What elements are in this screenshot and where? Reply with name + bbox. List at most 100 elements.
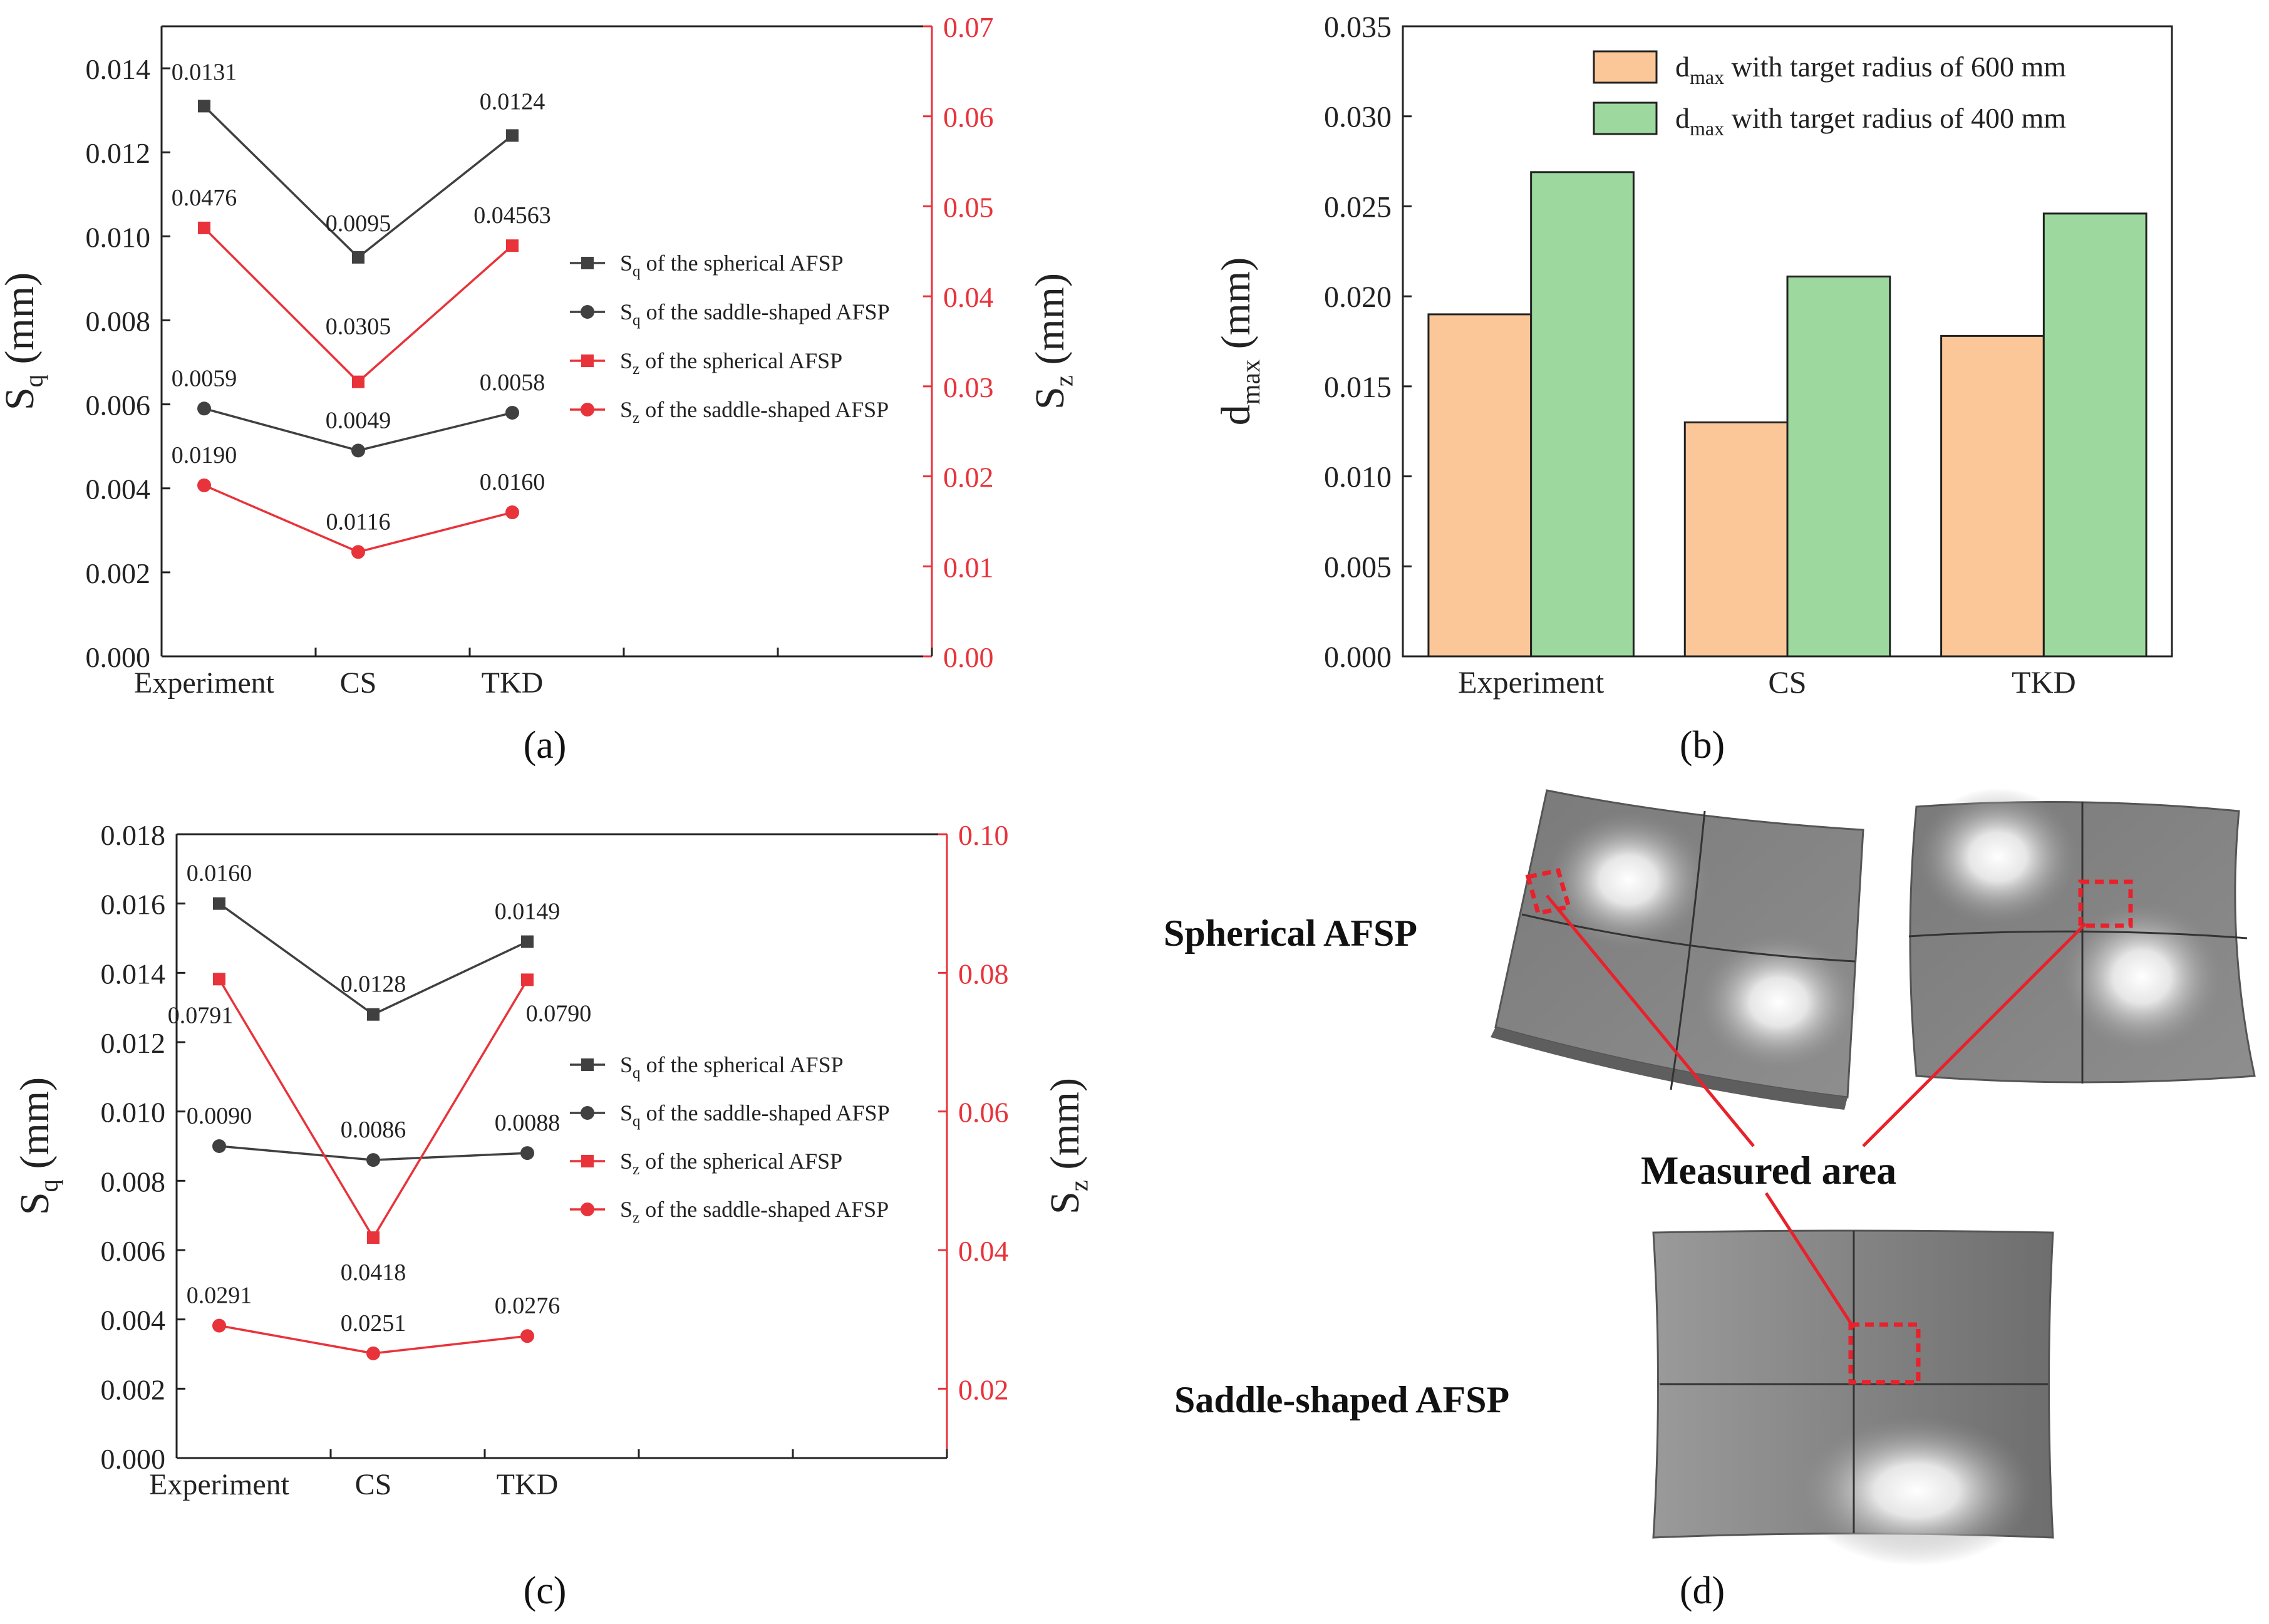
y-left-tick-label: 0.006 — [101, 1235, 166, 1267]
x-tick-label: TKD — [2012, 665, 2076, 700]
data-label: 0.0291 — [187, 1283, 252, 1309]
legend-entry: Sz of the saddle-shaped AFSP — [620, 1197, 889, 1226]
x-tick-label: Experiment — [1458, 665, 1604, 700]
series-2-point — [521, 973, 534, 986]
data-label: 0.0305 — [326, 314, 391, 340]
y-right-tick-label: 0.07 — [943, 11, 994, 43]
spherical-plate-view-2 — [1908, 788, 2256, 1084]
bar-0-2 — [1940, 334, 2045, 658]
y-left-tick-label: 0.004 — [101, 1305, 166, 1337]
data-label: 0.04563 — [473, 202, 551, 229]
series-1-point — [197, 401, 211, 416]
x-tick-label: CS — [340, 666, 377, 700]
measured-area-box-spherical-2 — [2078, 879, 2133, 928]
data-label: 0.0476 — [172, 185, 237, 211]
data-label: 0.0276 — [495, 1293, 561, 1319]
series-3-point — [351, 545, 365, 559]
data-label: 0.0049 — [326, 407, 391, 433]
measured-area-markers — [1525, 867, 2133, 1385]
legend-marker — [581, 403, 594, 416]
data-label: 0.0116 — [326, 509, 390, 535]
y-right-tick-label: 0.04 — [943, 281, 994, 313]
legend-marker — [581, 1155, 594, 1167]
x-tick-label: CS — [1768, 665, 1806, 700]
y-left-tick-label: 0.008 — [86, 305, 151, 337]
series-3-point — [366, 1346, 380, 1360]
series-0-point — [198, 100, 210, 113]
legend-entry: Sz of the spherical AFSP — [620, 1149, 842, 1178]
y-axis-title: dmax (mm) — [1213, 257, 1266, 425]
y-axis-left-title: Sq (mm) — [12, 1077, 63, 1215]
y-left-tick-label: 0.006 — [86, 390, 151, 422]
series-0-point — [521, 935, 534, 948]
series-2-point — [367, 1231, 380, 1244]
bar-1-0 — [1530, 171, 1635, 658]
bar-0-1 — [1683, 421, 1789, 658]
y-left-tick-label: 0.010 — [86, 221, 151, 253]
y-left-tick-label: 0.016 — [101, 889, 166, 921]
y-right-tick-label: 0.04 — [958, 1235, 1009, 1267]
caption-c: (c) — [524, 1570, 567, 1612]
data-label: 0.0149 — [495, 899, 561, 925]
y-left-tick-label: 0.002 — [86, 557, 151, 589]
bar-1-1 — [1786, 276, 1891, 658]
y-left-tick-label: 0.014 — [101, 958, 166, 990]
y-right-tick-label: 0.01 — [943, 551, 994, 583]
legend-marker — [581, 257, 594, 269]
caption-b: (b) — [1680, 724, 1725, 767]
y-right-tick-label: 0.00 — [943, 641, 994, 673]
y-left-tick-label: 0.008 — [101, 1166, 166, 1197]
data-label: 0.0128 — [341, 971, 406, 998]
y-left-tick-label: 0.000 — [101, 1443, 166, 1475]
data-label: 0.0058 — [480, 370, 545, 396]
legend-marker — [581, 1106, 594, 1120]
chart-b: 0.000 0.005 0.010 0.015 0.020 0.025 0.030 0.035… — [1213, 11, 2173, 700]
data-label: 0.0791 — [168, 1002, 234, 1028]
series-2-point — [213, 973, 225, 986]
y-right-tick-label: 0.02 — [958, 1373, 1009, 1405]
series-1-point — [212, 1139, 226, 1153]
legend-entry: dmax with target radius of 600 mm — [1675, 51, 2066, 88]
legend-entry: Sz of the saddle-shaped AFSP — [620, 397, 889, 427]
series-0-point — [352, 251, 364, 264]
caption-d: (d) — [1680, 1570, 1725, 1612]
legend-swatch — [1593, 50, 1658, 84]
y-left-tick-label: 0.012 — [86, 137, 151, 169]
y-left-tick-label: 0.004 — [86, 473, 151, 505]
bar-0-0 — [1427, 313, 1532, 658]
y-left-tick-label: 0.000 — [86, 641, 151, 673]
y-right-tick-label: 0.06 — [943, 101, 994, 133]
data-label: 0.0190 — [172, 442, 237, 468]
series-1-point — [505, 406, 519, 420]
y-right-tick-label: 0.02 — [943, 462, 994, 494]
series-2-point — [198, 221, 210, 234]
data-label: 0.0124 — [480, 88, 545, 115]
data-label: 0.0790 — [526, 1000, 592, 1027]
series-1-point — [520, 1146, 534, 1161]
data-label: 0.0160 — [480, 469, 545, 495]
legend-entry: Sz of the spherical AFSP — [620, 348, 842, 378]
data-label: 0.0059 — [172, 365, 237, 391]
panel-d-illustration: Spherical AFSP Measured area Saddle-shap… — [1164, 788, 2256, 1566]
y-left-tick-label: 0.014 — [86, 53, 151, 85]
legend-entry: Sq of the spherical AFSP — [620, 1052, 844, 1082]
data-label: 0.0090 — [187, 1103, 252, 1129]
series-0-point — [367, 1008, 380, 1021]
legend-entry: Sq of the saddle-shaped AFSP — [620, 299, 890, 329]
data-label: 0.0131 — [172, 59, 237, 85]
y-right-tick-label: 0.10 — [958, 819, 1009, 851]
data-label: 0.0418 — [341, 1259, 406, 1286]
y-axis-right-title: Sz (mm) — [1027, 273, 1078, 410]
y-left-tick-label: 0.010 — [101, 1097, 166, 1129]
x-tick-label: TKD — [482, 666, 544, 700]
data-label: 0.0086 — [341, 1117, 406, 1143]
series-3-point — [212, 1318, 226, 1333]
data-label: 0.0160 — [187, 861, 252, 887]
x-tick-label: Experiment — [134, 666, 275, 700]
series-3-point — [520, 1329, 534, 1343]
y-right-tick-label: 0.08 — [958, 958, 1009, 990]
y-tick-label: 0.020 — [1324, 281, 1392, 314]
legend-marker — [581, 1058, 594, 1071]
pointer-line-2 — [1862, 923, 2087, 1147]
y-right-tick-label: 0.05 — [943, 191, 994, 223]
